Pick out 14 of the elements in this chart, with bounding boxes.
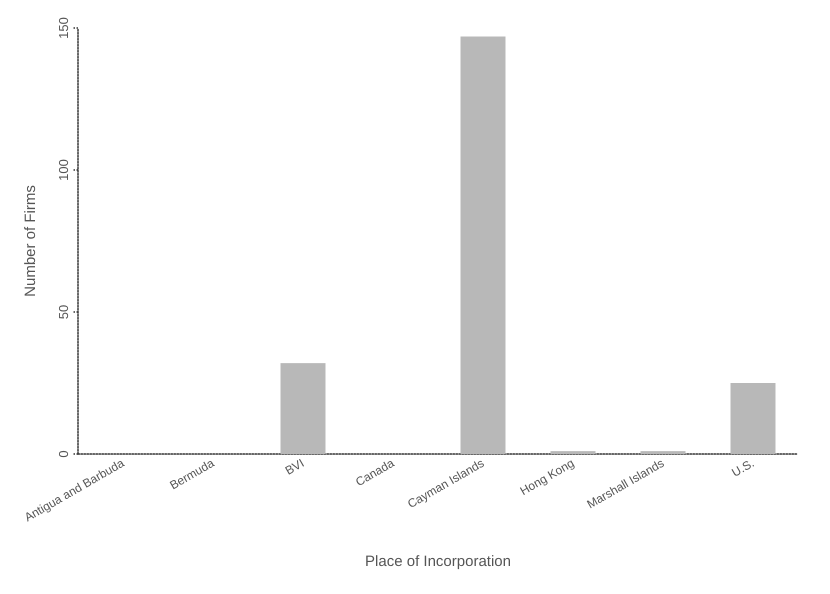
- bar: [550, 451, 596, 454]
- x-axis-title: Place of Incorporation: [365, 553, 511, 570]
- bar: [640, 451, 686, 454]
- x-tick-label: U.S.: [729, 456, 756, 480]
- x-tick-label: Hong Kong: [518, 456, 576, 498]
- y-tick-label: 0: [56, 450, 71, 458]
- bar: [460, 36, 506, 454]
- bar: [730, 383, 776, 454]
- y-tick-label: 50: [56, 304, 71, 320]
- x-tick-label: BVI: [282, 456, 306, 478]
- y-tick-label: 150: [56, 17, 71, 39]
- bar: [280, 363, 326, 454]
- y-axis-title: Number of Firms: [22, 185, 39, 297]
- y-tick-label: 100: [56, 159, 71, 181]
